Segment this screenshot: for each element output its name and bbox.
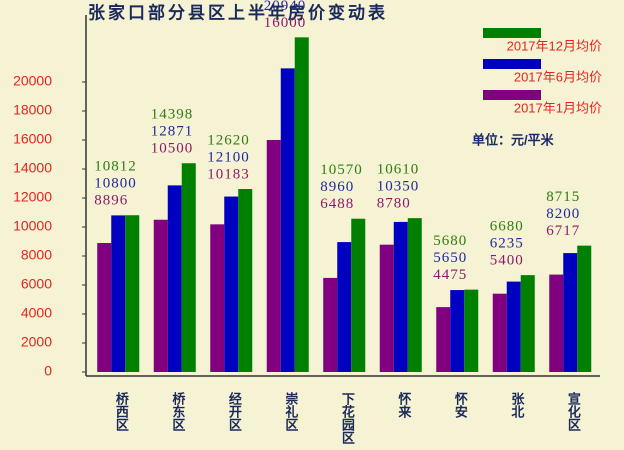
x-tick-label: 宣化区	[566, 391, 581, 432]
value-label: 8200	[546, 206, 580, 222]
value-label: 8896	[94, 193, 128, 209]
bar	[280, 68, 295, 373]
value-label: 10812	[94, 159, 137, 175]
y-tick-label: 12000	[13, 189, 52, 205]
value-label: 16000	[264, 15, 307, 31]
value-label: 6235	[490, 236, 524, 252]
y-tick-label: 16000	[13, 131, 52, 147]
bar	[337, 242, 352, 372]
bar	[125, 215, 140, 372]
x-tick-label: 桥西区	[114, 391, 129, 432]
bar	[464, 289, 479, 372]
y-tick-label: 2000	[21, 334, 52, 350]
bar	[153, 219, 168, 372]
value-label: 12100	[207, 149, 250, 165]
value-label: 12620	[207, 132, 250, 148]
bar	[323, 277, 338, 372]
legend-swatch	[483, 28, 541, 38]
value-label: 10800	[94, 176, 137, 192]
value-label: 6488	[320, 196, 354, 212]
value-label: 6717	[546, 223, 580, 239]
y-tick-label: 10000	[13, 218, 52, 234]
bar	[492, 293, 507, 372]
bar	[506, 281, 521, 372]
bar	[379, 244, 394, 372]
legend-swatch	[483, 90, 541, 100]
y-tick-label: 0	[44, 363, 52, 379]
value-label: 14398	[151, 107, 194, 123]
value-label: 10570	[320, 162, 363, 178]
value-label: 5680	[433, 233, 467, 249]
bar	[181, 163, 196, 372]
bar	[563, 253, 578, 372]
value-label: 20940	[264, 0, 307, 14]
y-tick-label: 6000	[21, 276, 52, 292]
x-tick-label: 怀安	[453, 391, 468, 419]
value-label: 8780	[377, 196, 411, 212]
value-label: 10610	[377, 162, 420, 178]
bar	[549, 274, 564, 372]
bar	[393, 221, 408, 372]
value-label: 8715	[546, 189, 580, 205]
y-tick-label: 14000	[13, 160, 52, 176]
bar	[577, 245, 592, 372]
value-label: 4475	[433, 267, 467, 283]
value-label: 12871	[151, 124, 194, 140]
x-tick-label: 下花园区	[340, 392, 355, 445]
value-label: 8960	[320, 179, 354, 195]
legend-swatch	[483, 59, 541, 69]
y-tick-label: 4000	[21, 305, 52, 321]
value-label: 6680	[490, 219, 524, 235]
bar	[266, 140, 281, 372]
bar	[294, 37, 309, 373]
chart-title: 张家口部分县区上半年房价变动表	[88, 2, 388, 22]
x-tick-label: 桥东区	[170, 391, 185, 432]
legend-label: 2017年1月均价	[514, 100, 602, 115]
bar	[450, 290, 465, 372]
bar	[238, 189, 253, 372]
bar	[351, 218, 366, 372]
x-tick-label: 崇礼区	[283, 391, 298, 432]
bar	[167, 185, 182, 372]
bar	[111, 215, 126, 372]
x-tick-label: 怀来	[396, 391, 412, 419]
y-tick-label: 20000	[13, 73, 52, 89]
value-label: 5650	[433, 250, 467, 266]
y-tick-label: 18000	[13, 102, 52, 118]
value-label: 10183	[207, 166, 250, 182]
y-tick-label: 8000	[21, 247, 52, 263]
bar	[224, 196, 239, 372]
x-tick-label: 经开区	[227, 391, 242, 432]
bar	[436, 307, 451, 372]
value-label: 10350	[377, 179, 420, 195]
bar	[210, 224, 225, 372]
bar	[520, 275, 535, 372]
x-tick-label: 张北	[509, 392, 524, 419]
legend-label: 2017年12月均价	[507, 38, 602, 53]
value-label: 5400	[490, 253, 524, 269]
legend-label: 2017年6月均价	[514, 69, 602, 84]
bar	[97, 243, 112, 372]
bar	[407, 218, 422, 372]
unit-note: 单位：元/平米	[472, 132, 555, 147]
value-label: 10500	[151, 141, 194, 157]
